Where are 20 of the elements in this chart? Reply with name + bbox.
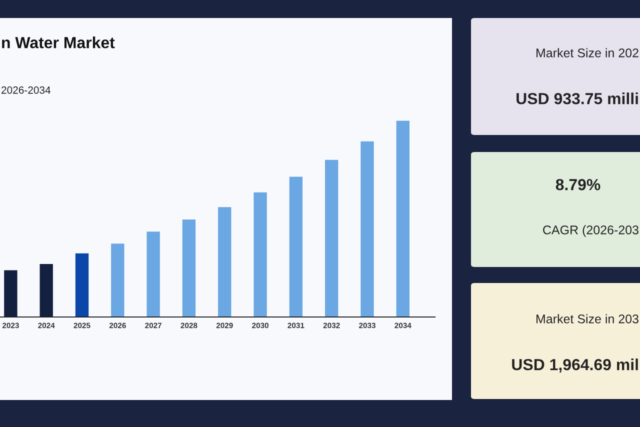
text: Market Size in 202 (536, 48, 638, 58)
bar (289, 176, 303, 317)
bar (182, 219, 196, 317)
bar (360, 141, 374, 317)
text: USD 1,964.69 mil (512, 358, 638, 373)
bar (325, 160, 338, 317)
text: CAGR (2026-203 (543, 225, 638, 237)
bar (146, 232, 160, 317)
chart-subtitle: 2026-2034 (2, 86, 51, 94)
bar (254, 192, 267, 317)
text: Market Size in 203 (536, 314, 638, 324)
bar (4, 270, 18, 317)
bar (40, 264, 53, 317)
bar (218, 207, 232, 317)
bar (75, 253, 89, 317)
text: USD 933.75 milli (516, 92, 638, 104)
bar (396, 120, 410, 317)
text: 8.79% (556, 178, 600, 190)
bar (111, 244, 124, 317)
chart-title: n Water Market (2, 36, 115, 48)
